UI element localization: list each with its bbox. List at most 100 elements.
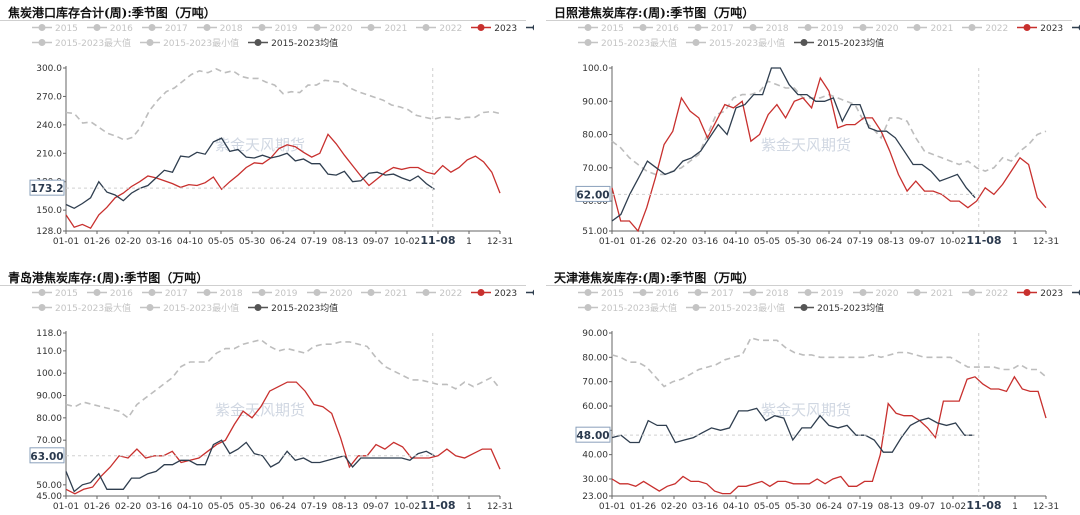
legend-marker-icon	[32, 39, 52, 46]
legend-marker-icon	[306, 289, 327, 296]
legend-item[interactable]: 2022	[962, 287, 1008, 302]
legend-item[interactable]: 2021	[361, 22, 407, 37]
x-tick-label: 05-30	[239, 237, 265, 247]
legend-marker-icon	[794, 304, 815, 311]
legend-item[interactable]: 2015-2023均值	[794, 302, 884, 317]
legend-marker-icon	[196, 24, 217, 31]
legend-item[interactable]: 2021	[361, 287, 407, 302]
legend-item[interactable]: 2016	[86, 287, 133, 302]
series-line-2023	[611, 76, 1047, 233]
y-tick-label: 300.0	[36, 64, 62, 74]
legend-item[interactable]: 2017	[141, 22, 188, 37]
legend-label: 2023	[1040, 289, 1064, 299]
legend-item[interactable]: 2018	[742, 22, 789, 37]
legend-marker-icon	[852, 24, 873, 31]
legend-item[interactable]: 2015	[32, 22, 78, 37]
legend-item[interactable]: 2021	[907, 22, 953, 37]
legend-item[interactable]: 2015-2023最大值	[32, 302, 131, 317]
legend-item[interactable]: 2019	[797, 22, 844, 37]
legend-item[interactable]: 2018	[196, 287, 243, 302]
legend-label: 2021	[930, 24, 954, 34]
legend-item[interactable]: 2019	[797, 287, 844, 302]
chart-legend: 2015201620172018201920202021202220232024…	[578, 287, 1080, 317]
x-tick-label: 02-20	[661, 502, 687, 512]
chart-panel-rizhao: 日照港焦炭库存:(周):季节图（万吨） 2015 2016 2017 2018 2019 2…	[546, 0, 1080, 250]
y-tick-label: 100.0	[36, 369, 62, 379]
x-tick-label: 05-05	[208, 237, 234, 247]
legend-marker-icon	[248, 304, 269, 311]
legend-item[interactable]: 2017	[687, 22, 734, 37]
legend-item[interactable]: 2015-2023最小值	[686, 37, 785, 52]
legend-item[interactable]: 2024	[526, 22, 534, 37]
legend-marker-icon	[86, 289, 107, 296]
legend-item[interactable]: 2023	[471, 22, 517, 37]
legend-item[interactable]: 2015-2023最小值	[686, 302, 785, 317]
legend-item[interactable]: 2016	[632, 22, 679, 37]
chart-panel-qingdao: 青岛港焦炭库存:(周):季节图（万吨） 2015 2016 2017 2018 2019 2…	[0, 265, 534, 515]
legend-item[interactable]: 2022	[416, 287, 462, 302]
legend-marker-icon	[578, 289, 598, 296]
legend-item[interactable]: 2015-2023均值	[248, 302, 338, 317]
legend-item[interactable]: 2015	[578, 287, 624, 302]
x-tick-label: 09-07	[909, 237, 935, 247]
legend-item[interactable]: 2019	[251, 22, 298, 37]
legend-item[interactable]: 2022	[962, 22, 1008, 37]
legend-item[interactable]: 2023	[1017, 22, 1063, 37]
legend-item[interactable]: 2020	[852, 22, 898, 37]
legend-item[interactable]: 2016	[632, 287, 679, 302]
legend-label: 2022	[439, 24, 463, 34]
chart-plot: 紫金天风期货 51.00 60.00 70.00 80.00 90.00 100.0 01-0…	[575, 64, 1059, 247]
legend-label: 2022	[985, 289, 1009, 299]
x-tick-label: 06-24	[816, 237, 842, 247]
legend-label: 2015-2023最大值	[601, 39, 678, 49]
legend-item[interactable]: 2015-2023最大值	[578, 302, 677, 317]
legend-label: 2020	[875, 289, 899, 299]
y-tick-label: 70.00	[582, 378, 608, 388]
legend-item[interactable]: 2024	[526, 287, 534, 302]
legend-marker-icon	[416, 289, 437, 296]
legend-label: 2015-2023最小值	[163, 304, 240, 314]
legend-item[interactable]: 2015-2023最小值	[140, 37, 239, 52]
legend-label: 2023	[1040, 24, 1064, 34]
legend-item[interactable]: 2015-2023均值	[794, 37, 884, 52]
legend-label: 2015-2023最小值	[709, 39, 786, 49]
title-divider	[0, 20, 526, 21]
legend-item[interactable]: 2022	[416, 22, 462, 37]
legend-item[interactable]: 2020	[852, 287, 899, 302]
x-tick-label: 07-19	[847, 237, 873, 247]
legend-item[interactable]: 2017	[687, 287, 734, 302]
legend-item[interactable]: 2020	[306, 22, 352, 37]
legend-marker-icon	[140, 304, 161, 311]
legend-label: 2017	[164, 24, 188, 34]
legend-label: 2019	[820, 289, 844, 299]
legend-row: 2015-2023最大值 2015-2023最小值 2015-2023均值	[32, 302, 502, 317]
x-tick-label: 03-16	[146, 237, 172, 247]
legend-item[interactable]: 2015-2023均值	[248, 37, 338, 52]
y-tick-label: 51.00	[582, 227, 608, 237]
legend-item[interactable]: 2020	[306, 287, 352, 302]
legend-marker-icon	[687, 24, 708, 31]
y-tick-label: 80.00	[582, 131, 608, 141]
series-line-2024	[65, 137, 435, 210]
legend-row: 2015-2023最大值 2015-2023最小值 2015-2023均值	[32, 37, 502, 52]
title-divider	[0, 285, 526, 286]
legend-item[interactable]: 2018	[742, 287, 789, 302]
legend-item[interactable]: 2019	[251, 287, 298, 302]
legend-item[interactable]: 2016	[86, 22, 133, 37]
legend-label: 2021	[384, 24, 408, 34]
legend-item[interactable]: 2015-2023最小值	[140, 302, 239, 317]
legend-item[interactable]: 2015	[32, 287, 78, 302]
legend-item[interactable]: 2015-2023最大值	[578, 37, 677, 52]
legend-item[interactable]: 2015	[578, 22, 624, 37]
legend-item[interactable]: 2015-2023最大值	[32, 37, 131, 52]
y-tick-label: 60.00	[582, 402, 608, 412]
legend-item[interactable]: 2021	[907, 287, 953, 302]
legend-item[interactable]: 2018	[196, 22, 243, 37]
x-tick-label: 05-30	[239, 502, 265, 512]
y-tick-label: 70.00	[36, 436, 62, 446]
y-cursor-label: 48.00	[576, 430, 609, 442]
legend-item[interactable]: 2017	[141, 287, 188, 302]
legend-item[interactable]: 2023	[1017, 287, 1063, 302]
legend-item[interactable]: 2023	[471, 287, 517, 302]
x-tick-label: 11-08	[966, 499, 1001, 512]
